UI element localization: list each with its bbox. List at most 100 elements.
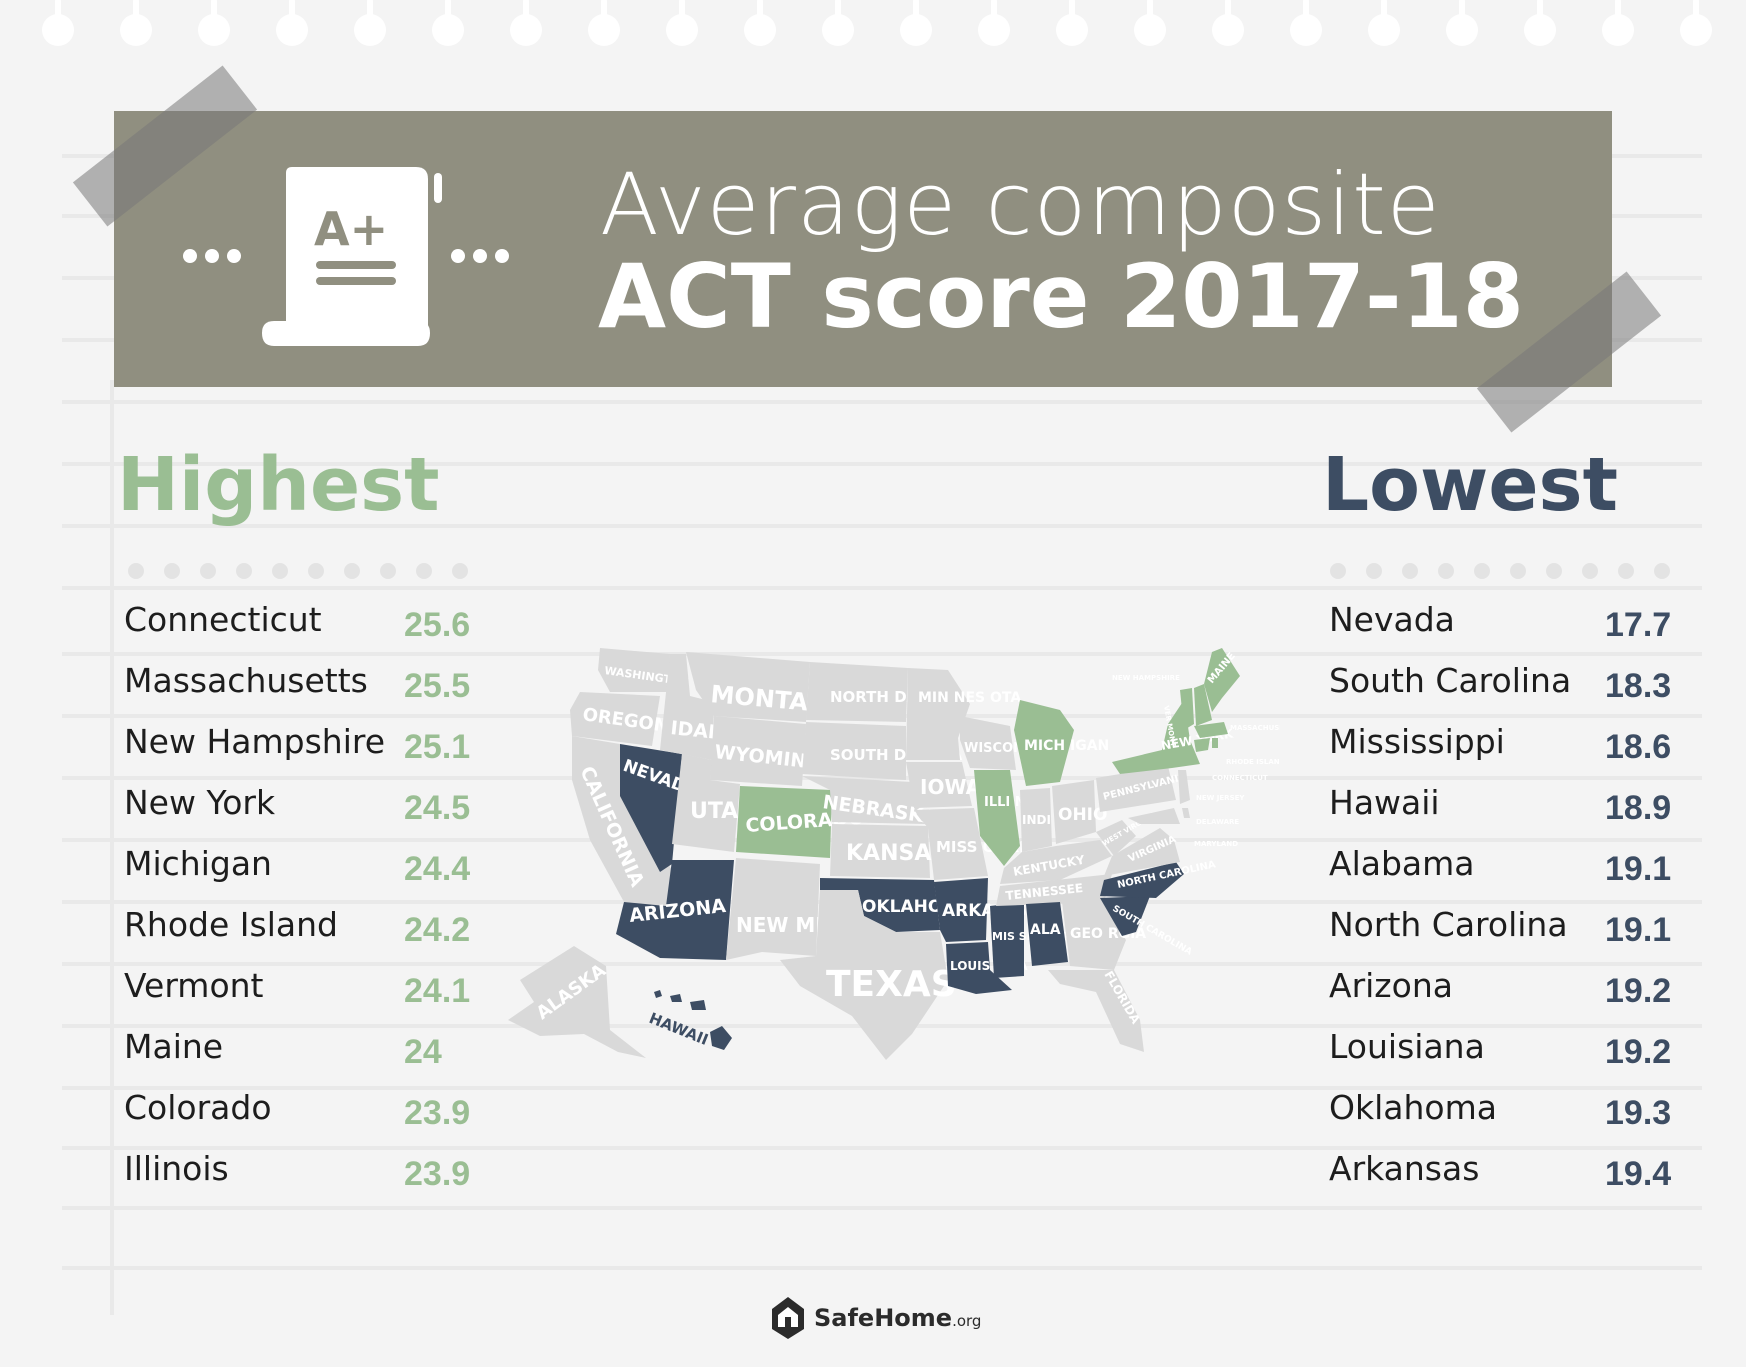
maine-state — [1204, 648, 1240, 712]
south-carolina-state — [1100, 896, 1150, 936]
iowa-state — [906, 762, 972, 808]
idaho-state — [660, 654, 714, 760]
separator-dot — [1330, 563, 1346, 579]
state-name: North Carolina — [1329, 905, 1568, 944]
state-name: Oklahoma — [1329, 1088, 1497, 1127]
lowest-list: Nevada 17.7 South Carolina 18.3 Mississippi 1… — [1329, 592, 1709, 1202]
missouri-state — [914, 808, 988, 880]
iowa-label: IOWA — [920, 775, 982, 799]
act-score: 23.9 — [404, 1155, 471, 1193]
rhode-island-state — [1212, 738, 1218, 748]
ruled-line — [62, 1266, 1702, 1270]
ruled-line — [62, 586, 1702, 590]
binding-hole — [276, 0, 308, 46]
highest-heading: Highest — [117, 442, 440, 528]
kansas-state — [830, 824, 930, 878]
title-line-1: Average composite — [600, 155, 1441, 255]
ohio-label: OHIO — [1058, 805, 1107, 825]
binding-hole — [1680, 0, 1712, 46]
act-score: 19.2 — [1605, 972, 1672, 1010]
separator-dot — [1582, 563, 1598, 579]
separator-dot — [1654, 563, 1670, 579]
act-score: 19.1 — [1605, 911, 1672, 949]
separator-dot — [1438, 563, 1454, 579]
highest-list-item: Illinois 23.9 — [124, 1141, 504, 1202]
binding-hole — [744, 0, 776, 46]
binding-hole — [978, 0, 1010, 46]
act-score: 17.7 — [1605, 606, 1672, 644]
state-name: Colorado — [124, 1088, 272, 1127]
separator-dot — [308, 563, 324, 579]
pennsylvania-state — [1096, 766, 1176, 812]
west-virginia-state — [1096, 820, 1136, 856]
binding-hole — [1290, 0, 1322, 46]
act-score: 25.6 — [404, 606, 471, 644]
act-score: 24.2 — [404, 911, 471, 949]
highest-list-item: Vermont 24.1 — [124, 958, 504, 1019]
vermont-state — [1180, 688, 1194, 730]
south-dakota-state — [802, 722, 906, 780]
lowest-list-item: North Carolina 19.1 — [1329, 897, 1709, 958]
state-name: Louisiana — [1329, 1027, 1485, 1066]
binding-hole — [1602, 0, 1634, 46]
texas-state — [780, 890, 948, 1060]
highest-list-item: Michigan 24.4 — [124, 836, 504, 897]
louisiana-state — [946, 942, 1012, 994]
separator-dot — [1474, 563, 1490, 579]
colorado-state — [736, 786, 832, 858]
indiana-state — [1020, 788, 1052, 852]
notebook-binding — [0, 0, 1746, 50]
binding-hole — [666, 0, 698, 46]
delaware-state — [1182, 808, 1190, 818]
highest-list-item: Connecticut 25.6 — [124, 592, 504, 653]
hawaii-island-4 — [710, 1026, 732, 1050]
state-name: Mississippi — [1329, 722, 1505, 761]
michigan-label: MICH IGAN — [1024, 738, 1109, 754]
lowest-list-item: Oklahoma 19.3 — [1329, 1080, 1709, 1141]
separator-dot — [272, 563, 288, 579]
highest-list-item: Massachusetts 25.5 — [124, 653, 504, 714]
state-name: Maine — [124, 1027, 224, 1066]
act-score: 19.2 — [1605, 1033, 1672, 1071]
act-score: 25.1 — [404, 728, 471, 766]
connecticut-state — [1194, 738, 1210, 752]
separator-dot — [164, 563, 180, 579]
binding-hole — [1524, 0, 1556, 46]
binding-hole — [1134, 0, 1166, 46]
highest-list-item: New York 24.5 — [124, 775, 504, 836]
title-line-2: ACT score 2017-18 — [598, 245, 1524, 348]
act-score: 18.3 — [1605, 667, 1672, 705]
highest-dots — [128, 563, 468, 579]
new-york-state — [1112, 700, 1200, 774]
arizona-state — [616, 860, 734, 960]
massachusetts-state — [1194, 722, 1228, 738]
alabama-state — [1026, 902, 1068, 966]
highest-list-item: Rhode Island 24.2 — [124, 897, 504, 958]
illinois-state — [974, 770, 1020, 866]
lowest-list-item: South Carolina 18.3 — [1329, 653, 1709, 714]
mississippi-state — [990, 902, 1024, 978]
binding-hole — [900, 0, 932, 46]
separator-dot — [452, 563, 468, 579]
oklahoma-state — [820, 878, 940, 932]
state-name: Vermont — [124, 966, 264, 1005]
minnesota-state — [906, 668, 970, 760]
new-mexico-state — [726, 858, 820, 960]
lowest-heading: Lowest — [1322, 442, 1618, 528]
act-score: 25.5 — [404, 667, 471, 705]
texas-label: TEXAS — [826, 964, 957, 1005]
ruled-line — [62, 1206, 1702, 1210]
highest-list-item: New Hampshire 25.1 — [124, 714, 504, 775]
us-map: WASHINGTON OREGON CALIFORNIA NEVADA IDAH… — [508, 648, 1280, 1060]
lowest-list-item: Arkansas 19.4 — [1329, 1141, 1709, 1202]
massachusetts-label: MASSACHUSETTS — [1230, 724, 1280, 732]
georgia-state — [1062, 898, 1126, 970]
ohio-state — [1052, 780, 1096, 844]
binding-hole — [42, 0, 74, 46]
act-score: 18.6 — [1605, 728, 1672, 766]
separator-dot — [1510, 563, 1526, 579]
act-score: 24 — [404, 1033, 442, 1071]
michigan-state — [1014, 700, 1074, 786]
state-name: Nevada — [1329, 600, 1455, 639]
state-name: New Hampshire — [124, 722, 386, 761]
